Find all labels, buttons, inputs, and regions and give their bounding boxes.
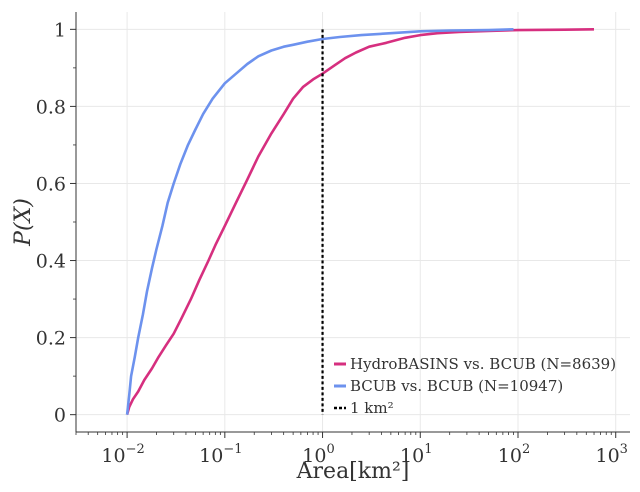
x-tick-label: 103 xyxy=(595,442,627,467)
legend-label-hydrobasins: HydroBASINS vs. BCUB (N=8639) xyxy=(350,355,616,373)
x-tick-label: 10−1 xyxy=(199,442,242,467)
x-axis-title: Area[km²] xyxy=(296,459,410,484)
x-tick-label: 10−2 xyxy=(101,442,144,467)
y-tick-label: 0.8 xyxy=(36,96,66,118)
series-line-0 xyxy=(125,28,595,416)
y-tick-label: 0.4 xyxy=(36,251,66,273)
y-tick-label: 0.6 xyxy=(36,173,66,195)
x-tick-label: 102 xyxy=(498,442,530,467)
series xyxy=(125,28,595,416)
grid xyxy=(76,12,630,432)
legend-label-bcub: BCUB vs. BCUB (N=10947) xyxy=(350,377,563,395)
series-line-1 xyxy=(125,28,514,415)
y-tick-label: 1 xyxy=(54,19,66,41)
y-tick-label: 0.2 xyxy=(36,328,66,350)
y-tick-label: 0 xyxy=(54,405,66,427)
legend-label-1km2: 1 km² xyxy=(350,399,394,417)
y-ticks: 0 0.2 0.4 0.6 0.8 1 xyxy=(36,19,76,427)
y-axis-title: P(X) xyxy=(11,198,36,247)
legend: HydroBASINS vs. BCUB (N=8639) BCUB vs. B… xyxy=(334,355,616,417)
